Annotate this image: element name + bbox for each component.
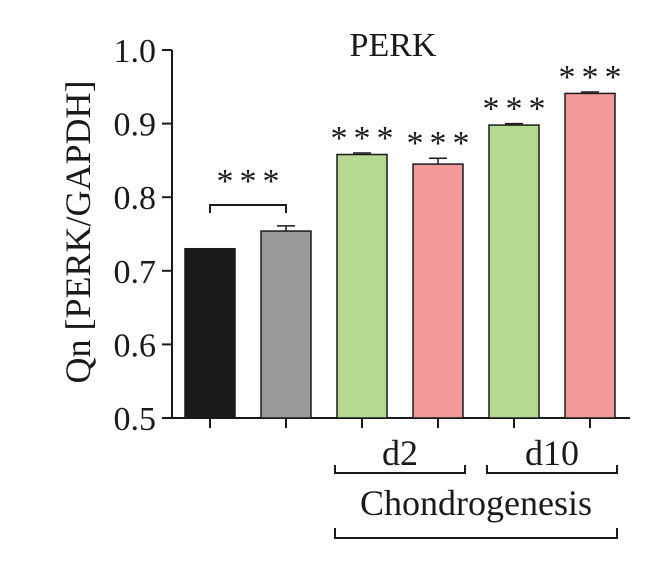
comparison-significance: *** [217,163,286,200]
bar [336,153,388,419]
group-label: d2 [382,433,418,473]
group-bracket [334,465,466,474]
bars [184,91,616,419]
y-tick-label: 0.5 [114,401,157,438]
y-tick-label: 0.9 [114,107,157,144]
y-tick-label: 0.6 [114,327,157,364]
y-tick-label: 0.8 [114,180,157,217]
comparison-bracket [209,204,287,213]
bar [488,124,540,419]
axes: 0.5 0.6 0.7 0.8 0.9 1.0 [114,33,630,438]
significance-label: *** [559,59,628,96]
bar [564,92,616,419]
supergroup-label: Chondrogenesis [360,483,592,523]
y-axis-title: Qn [PERK/GAPDH] [58,80,98,383]
bar [260,230,312,419]
chart-title: PERK [350,27,437,64]
significance-label: *** [331,120,400,157]
bar [412,163,464,419]
bar [184,247,236,419]
supergroup-bracket [334,528,618,539]
y-tick-label: 0.7 [114,254,157,291]
group-bracket [486,465,618,474]
significance-label: *** [483,91,552,128]
group-label: d10 [525,433,579,473]
significance-label: *** [407,125,476,162]
y-tick-label: 1.0 [114,33,157,70]
